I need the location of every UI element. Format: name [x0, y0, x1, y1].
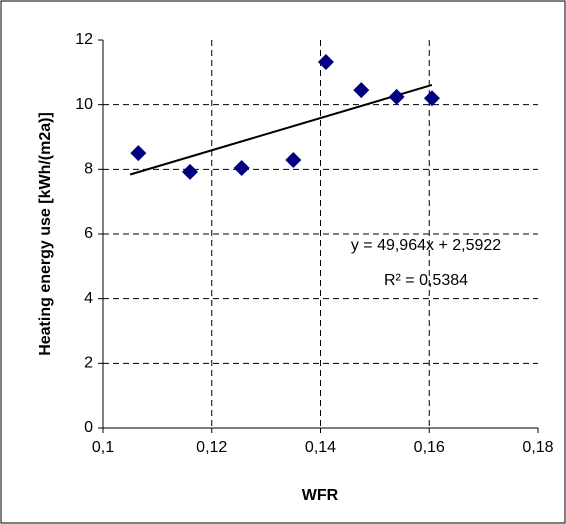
y-axis-label: Heating energy use [kWh/(m2a)]	[37, 112, 54, 356]
y-tick-label: 0	[84, 419, 93, 436]
point	[388, 88, 405, 105]
point	[182, 163, 198, 180]
trend-equation: y = 49,964x + 2,5922	[351, 237, 501, 254]
y-tick-label: 4	[84, 290, 93, 307]
x-tick-label: 0,1	[92, 439, 114, 456]
point	[423, 90, 440, 107]
point	[317, 53, 334, 70]
x-tick-label: 0,18	[522, 439, 553, 456]
point	[285, 151, 302, 168]
point	[233, 160, 250, 177]
point	[353, 82, 370, 99]
x-axis-label: WFR	[302, 487, 339, 504]
trendline	[129, 83, 433, 176]
y-tick-label: 10	[75, 96, 93, 113]
x-tick-label: 0,14	[305, 439, 336, 456]
y-tick-label: 6	[84, 225, 93, 242]
y-tick-label: 8	[84, 161, 93, 178]
y-tick-label: 2	[84, 355, 93, 372]
r-squared: R² = 0,5384	[384, 272, 468, 289]
x-tick-label: 0,12	[196, 439, 227, 456]
x-tick-label: 0,16	[414, 439, 445, 456]
point	[130, 145, 147, 162]
y-tick-label: 12	[75, 31, 93, 48]
